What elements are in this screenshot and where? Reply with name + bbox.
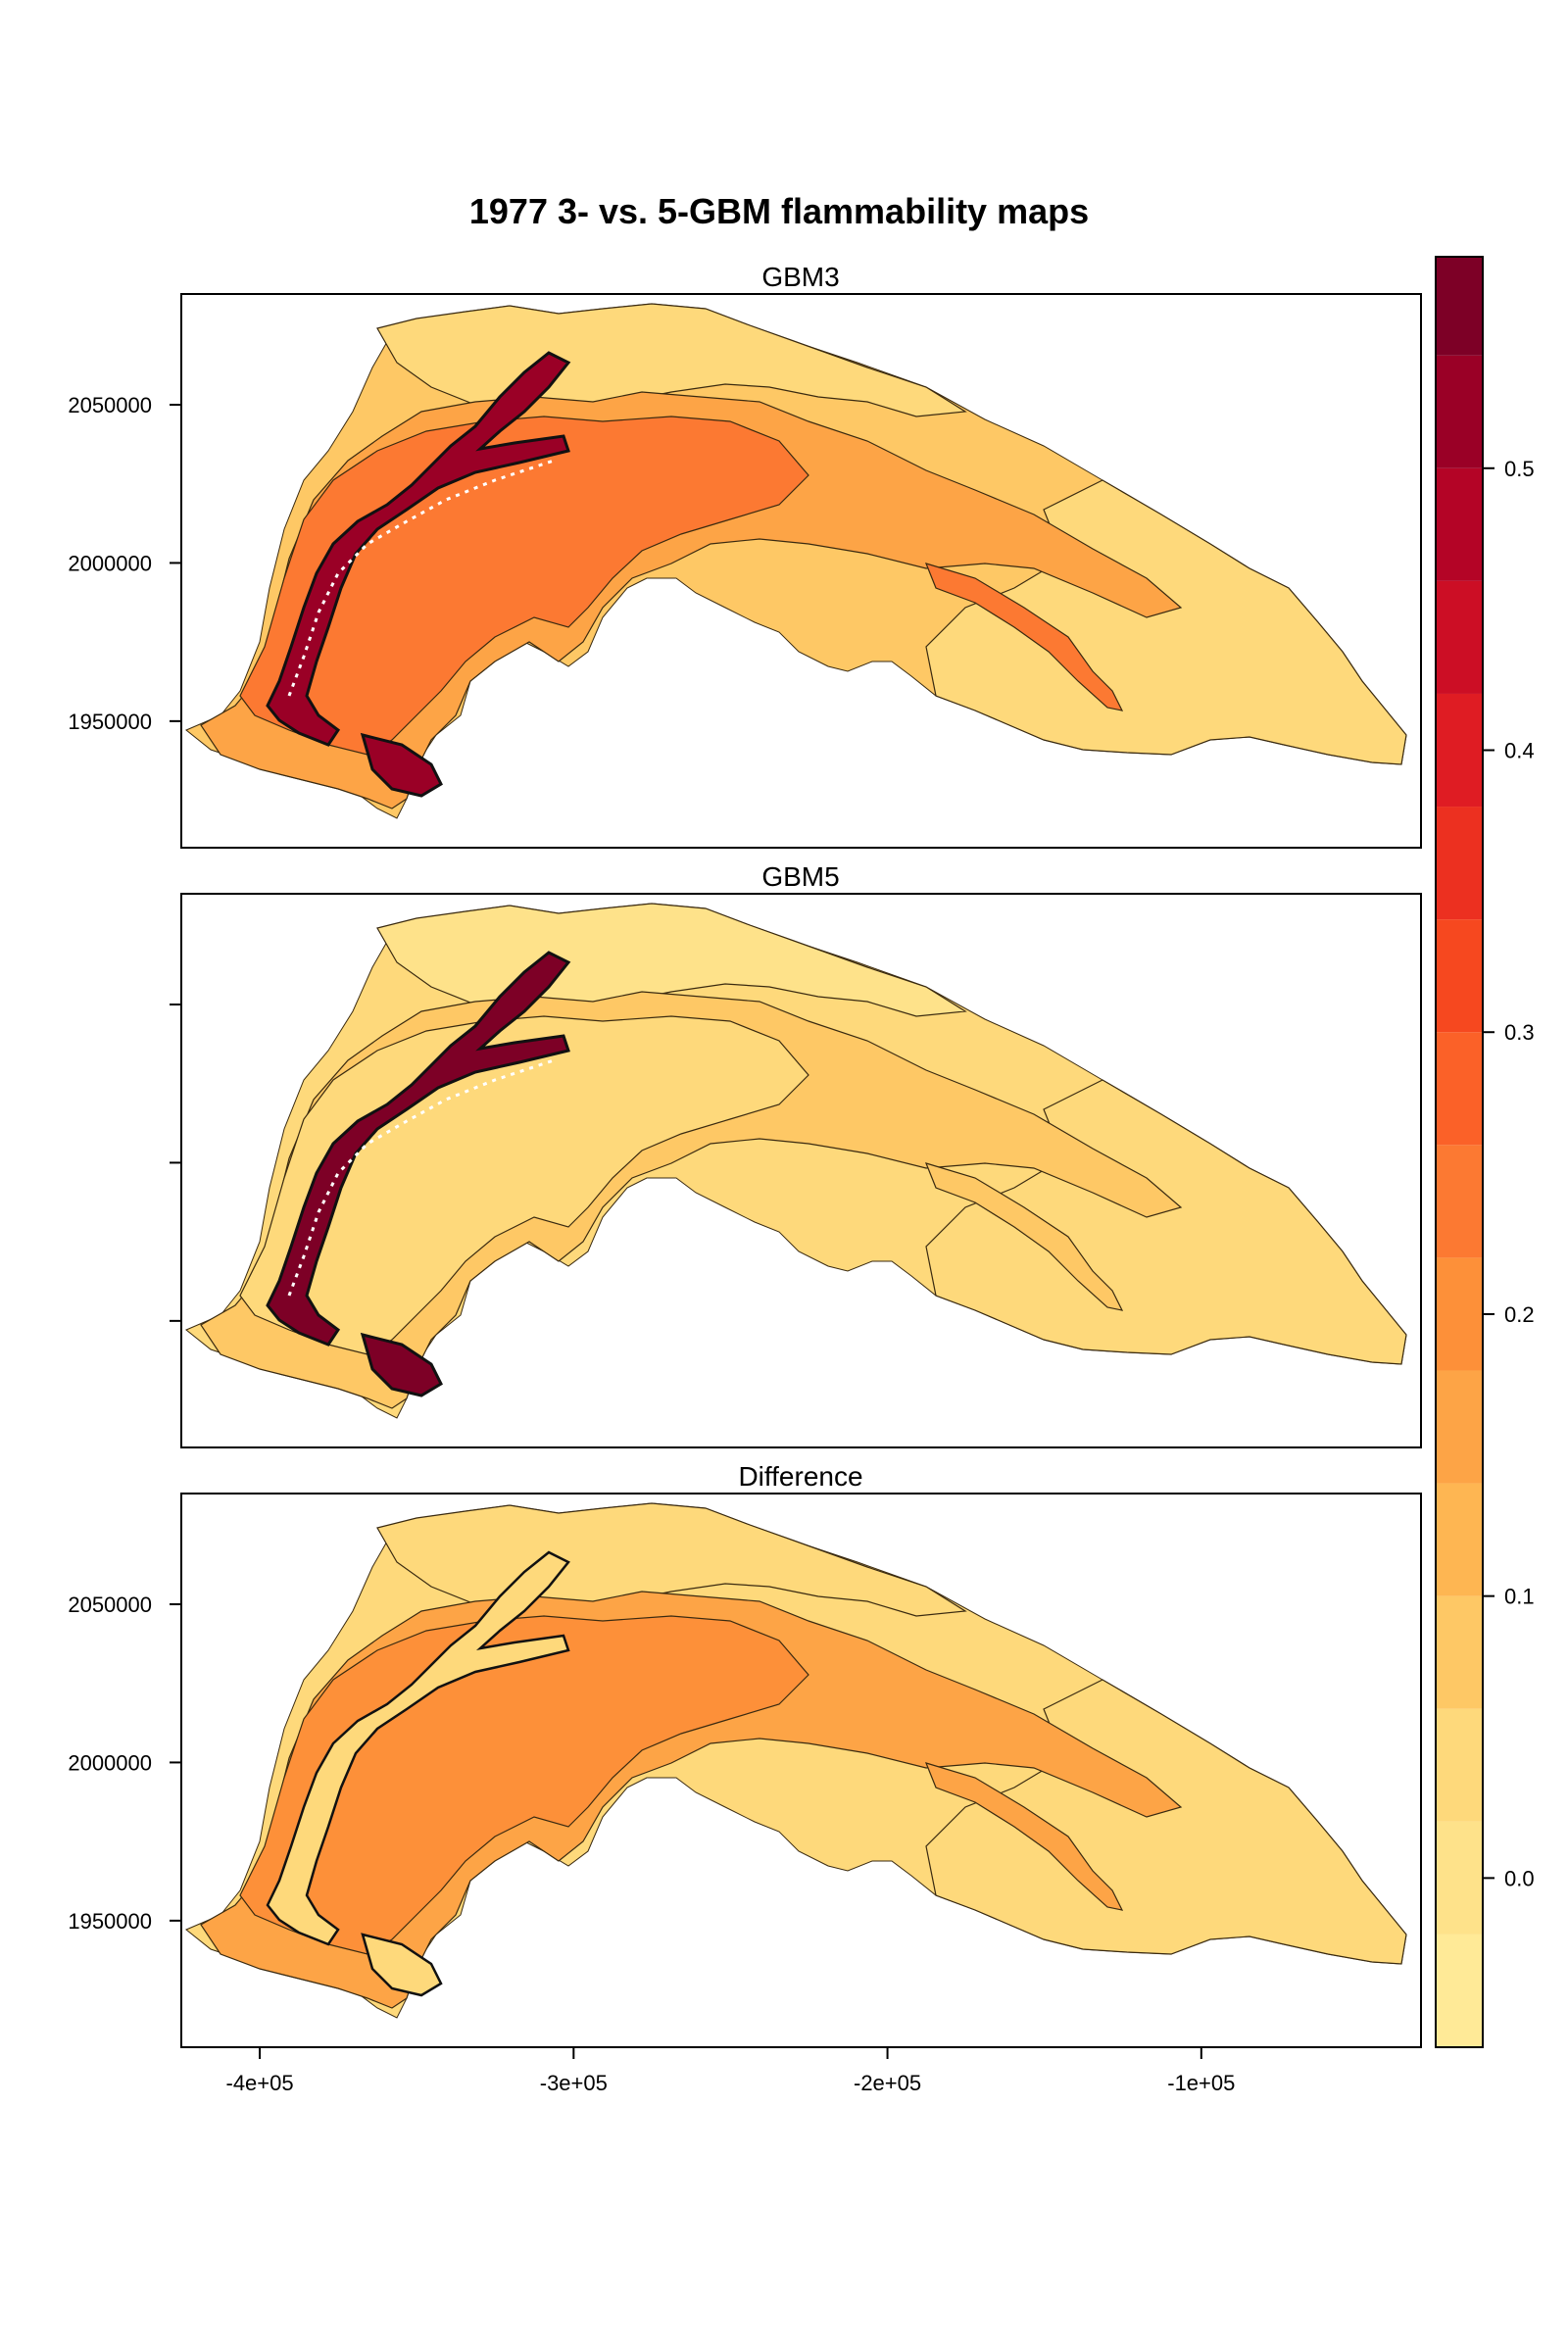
panel-label-gbm3: GBM3	[761, 262, 839, 292]
color-bar-band	[1436, 1032, 1483, 1146]
region-lobe	[360, 1332, 443, 1397]
region-valley	[266, 351, 571, 747]
region-ridge	[924, 1162, 1124, 1311]
color-bar-band	[1436, 919, 1483, 1033]
panel-label-gbm5: GBM5	[761, 861, 839, 892]
color-bar-band	[1436, 1145, 1483, 1258]
color-bar-band	[1436, 257, 1483, 356]
region-lobe	[361, 1933, 443, 1997]
y-tick-label: 2000000	[68, 551, 152, 575]
region-valley	[266, 1550, 570, 1946]
color-bar-tick-label: 0.3	[1504, 1020, 1535, 1045]
panel-frame-difference	[180, 1493, 1422, 2048]
color-bar-tick-label: 0.1	[1504, 1585, 1535, 1609]
color-bar-band	[1436, 1257, 1483, 1371]
flammability-map-gbm3	[185, 303, 1407, 819]
x-axis: -4e+05 -3e+05 -2e+05 -1e+05	[226, 2047, 1235, 2095]
y-tick-label: 2050000	[68, 1592, 152, 1617]
y-tick-label: 2000000	[68, 1750, 152, 1775]
y-tick-label: 1950000	[68, 1909, 152, 1934]
color-bar-tick-label: 0.2	[1504, 1302, 1535, 1327]
region-lobe	[360, 732, 443, 798]
y-axis-difference: 1950000 2000000 2050000	[68, 1592, 181, 1934]
chart-title: 1977 3- vs. 5-GBM flammability maps	[469, 191, 1089, 231]
color-bar-band	[1436, 807, 1483, 920]
region-core	[239, 416, 809, 756]
panel-label-difference: Difference	[738, 1461, 862, 1492]
region-east	[925, 479, 1407, 765]
region-core	[239, 1615, 809, 1955]
region-valley	[266, 951, 571, 1347]
panel-gbm5: GBM5	[170, 861, 1422, 1448]
x-tick-label: -3e+05	[540, 2071, 608, 2095]
panel-frame-gbm3	[180, 293, 1422, 849]
x-tick-label: -1e+05	[1167, 2071, 1235, 2095]
color-bar-band	[1436, 355, 1483, 468]
color-bar-band	[1436, 1483, 1483, 1596]
color-bar-band	[1436, 1595, 1483, 1709]
color-bar-band	[1436, 1821, 1483, 1935]
region-ridge	[924, 1762, 1124, 1911]
region-ridge	[924, 563, 1124, 711]
flammability-map-gbm5	[185, 903, 1407, 1419]
y-axis-gbm3: 1950000 2000000 2050000	[68, 393, 181, 734]
panel-gbm3: GBM3 1950000 2000000 2050000	[68, 262, 1422, 849]
panel-frame-gbm5	[180, 893, 1422, 1448]
color-bar-tick-label: 0.4	[1504, 739, 1535, 763]
panel-difference: Difference 1950000 2000000 2050000	[68, 1461, 1422, 2048]
region-core	[239, 1015, 809, 1355]
y-tick-label: 2050000	[68, 393, 152, 417]
color-bar-band	[1436, 693, 1483, 808]
y-tick-label: 1950000	[68, 710, 152, 734]
x-tick-label: -2e+05	[854, 2071, 921, 2095]
y-axis-gbm5	[170, 1004, 181, 1322]
region-east	[925, 1679, 1407, 1965]
flammability-map-difference	[185, 1502, 1407, 2019]
region-east	[925, 1079, 1407, 1365]
color-bar-tick-label: 0.5	[1504, 457, 1535, 481]
color-bar-band	[1436, 1934, 1483, 2047]
color-bar: 0.0 0.1 0.2 0.3 0.4 0.5	[1435, 256, 1535, 2048]
color-bar-band	[1436, 1370, 1483, 1484]
color-bar-band	[1436, 1708, 1483, 1822]
color-bar-tick-label: 0.0	[1504, 1866, 1535, 1890]
color-bar-band	[1436, 580, 1483, 694]
x-tick-label: -4e+05	[226, 2071, 294, 2095]
color-bar-band	[1436, 467, 1483, 581]
color-bar-frame	[1435, 256, 1484, 2048]
